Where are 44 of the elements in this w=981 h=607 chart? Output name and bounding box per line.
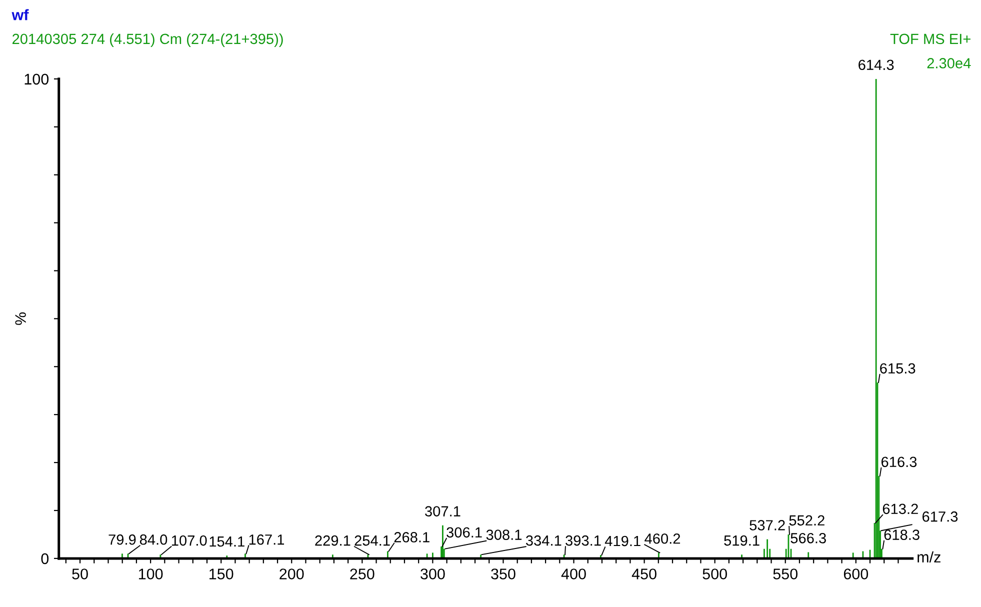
x-tick-label: 300 [420, 568, 445, 580]
y-tick-label: 0 [41, 553, 49, 564]
x-axis-title: m/z [918, 551, 940, 563]
x-tick-label: 250 [350, 568, 374, 580]
annotation: 154.1 [210, 536, 244, 547]
annotation: 566.3 [790, 532, 826, 544]
annotation: 613.2 [882, 504, 918, 514]
annotation: 167.1 [249, 534, 284, 545]
x-tick-label: 200 [280, 568, 304, 580]
chart-subtitle: 20140305 274 (4.551) Cm (274-(21+395)) [12, 33, 283, 47]
annotation: 229.1 [315, 535, 350, 546]
chart-title: wf [12, 9, 29, 20]
annotation: 617.3 [922, 511, 958, 522]
annotation: 306.1 [446, 527, 482, 538]
y-axis-title: % [15, 312, 26, 325]
annotation: 618.3 [884, 530, 920, 540]
x-tick-label: 400 [561, 568, 586, 580]
x-tick-label: 450 [632, 568, 656, 580]
annotation: 616.3 [881, 456, 917, 468]
annotation: 334.1 [526, 535, 562, 546]
annotation: 552.2 [789, 515, 824, 526]
x-tick-label: 50 [72, 568, 88, 580]
x-tick-label: 150 [210, 568, 234, 580]
x-tick-label: 550 [773, 568, 798, 580]
annotation: 84.0 [140, 534, 168, 545]
x-tick-label: 500 [702, 568, 727, 580]
annotation: 614.3 [858, 60, 894, 70]
text: 2.30e4 [927, 58, 971, 68]
annotation: 460.2 [644, 533, 680, 544]
annotation: 308.1 [486, 530, 522, 540]
annotation: 419.1 [604, 536, 640, 546]
annotation: 537.2 [750, 520, 785, 530]
annotation: 268.1 [394, 532, 430, 542]
annotation: 254.1 [354, 535, 390, 546]
annotation: 519.1 [724, 535, 760, 546]
annotation: 107.0 [172, 535, 207, 546]
x-tick-label: 350 [491, 568, 516, 580]
annotation: 307.1 [425, 506, 460, 516]
annotation: 393.1 [566, 535, 601, 546]
x-tick-label: 600 [844, 568, 868, 580]
x-tick-label: 100 [138, 568, 163, 580]
annotation: 615.3 [880, 363, 916, 374]
annotation: 79.9 [108, 534, 136, 545]
text: TOF MS EI+ [890, 34, 970, 44]
